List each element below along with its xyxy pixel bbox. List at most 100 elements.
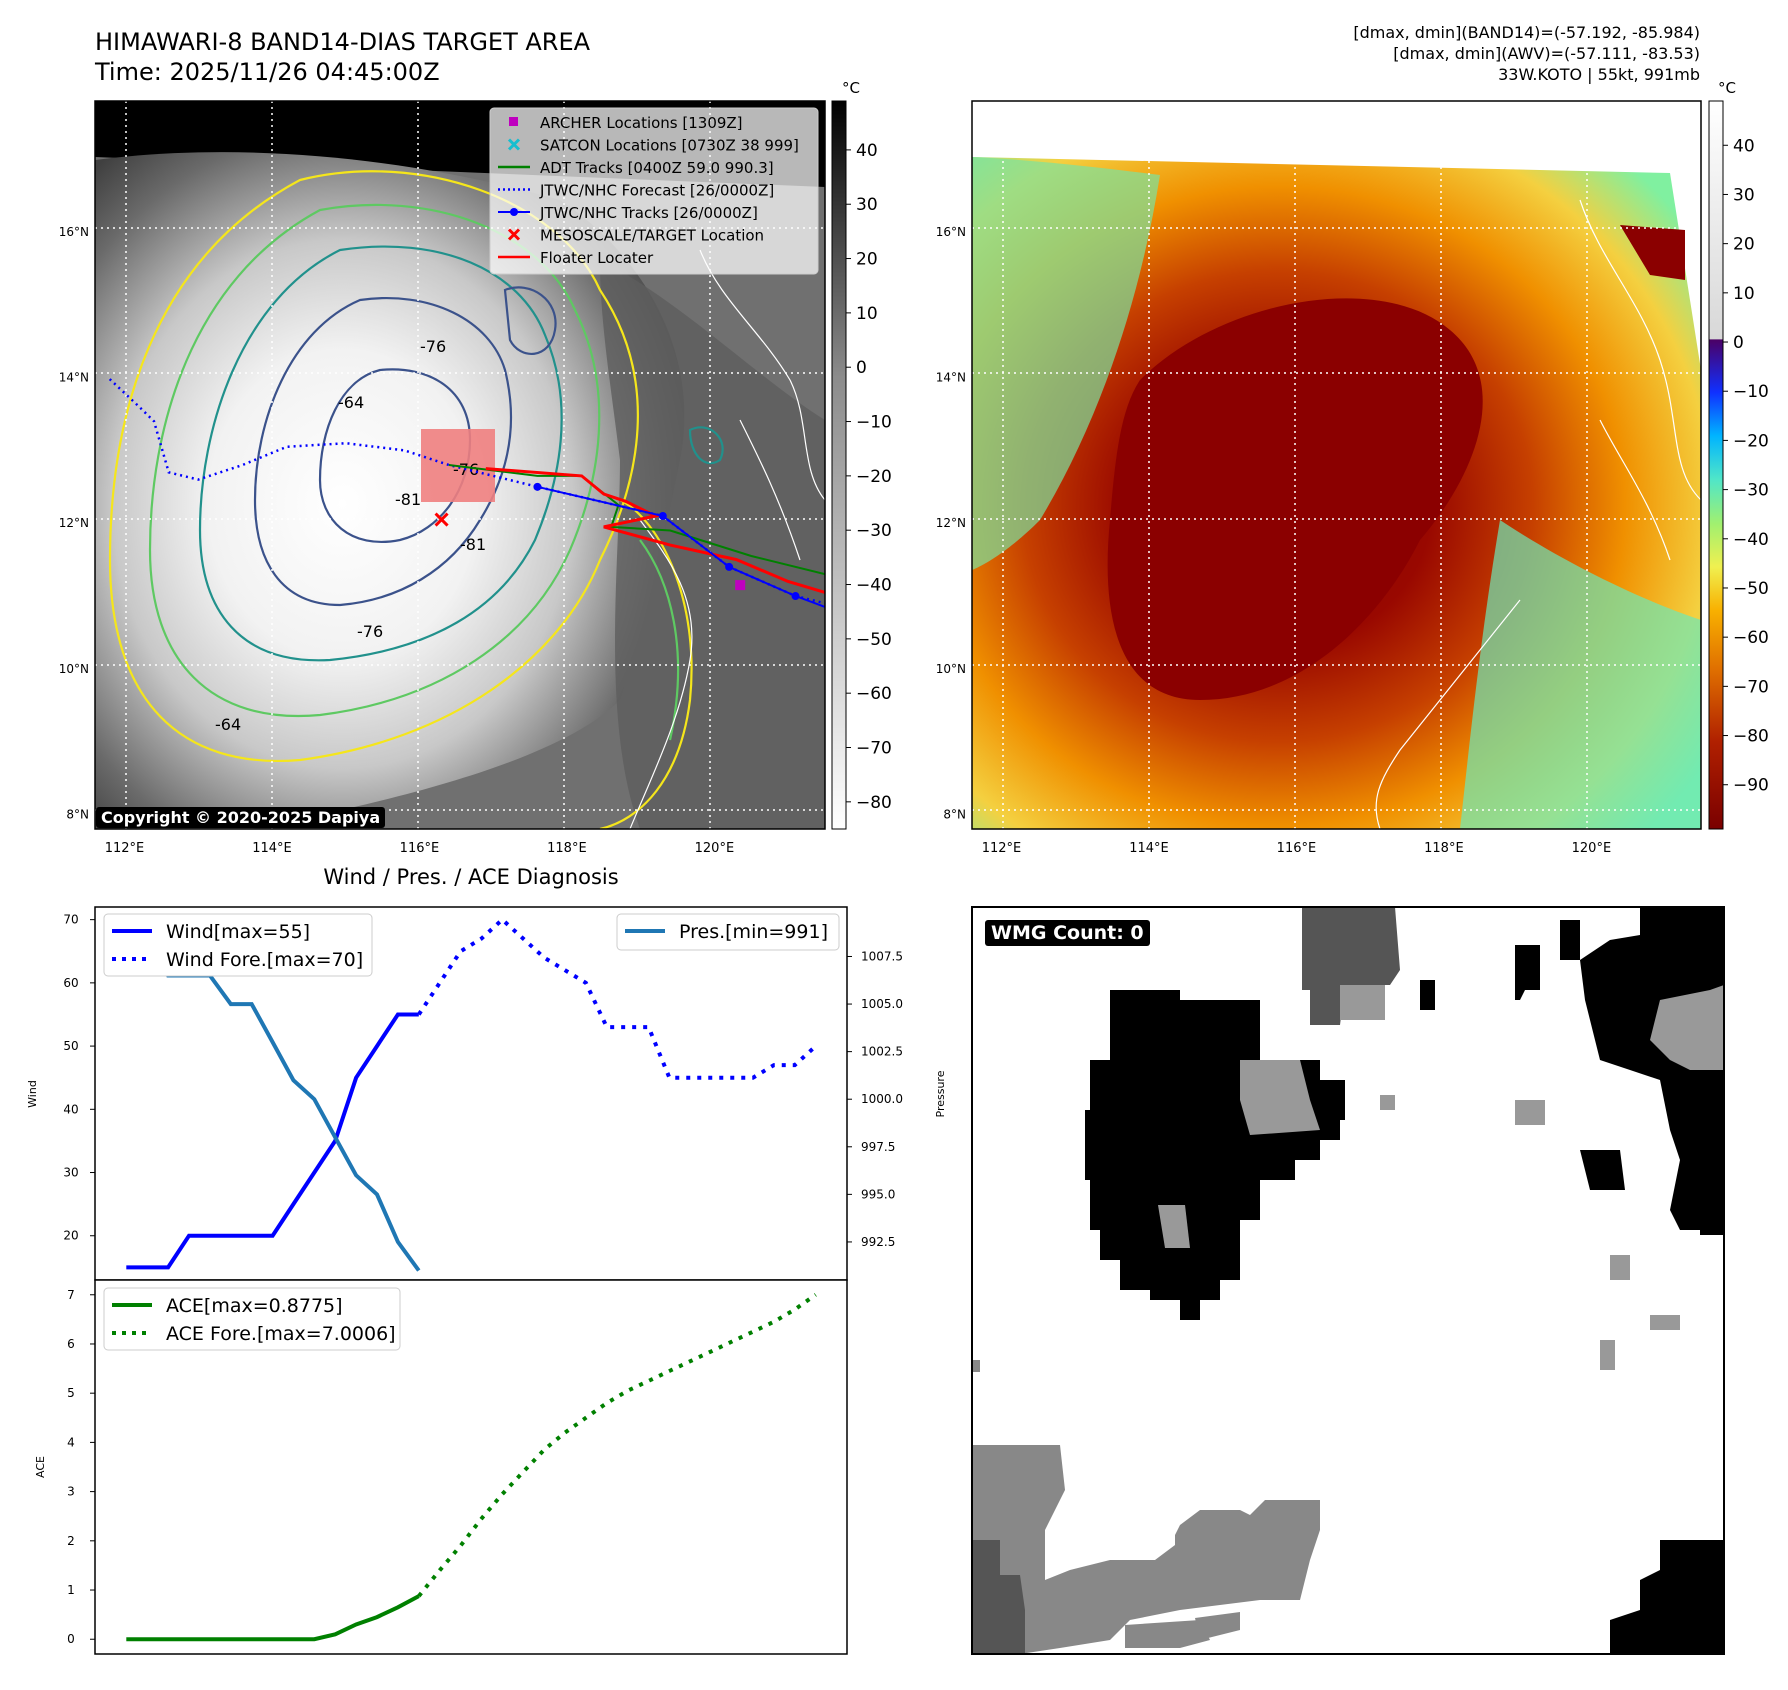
storm-info: 33W.KOTO | 55kt, 991mb xyxy=(1498,65,1700,84)
series-line-wind xyxy=(126,1012,419,1270)
color-colorbar-unit: °C xyxy=(1718,79,1736,97)
wind-axis-label: Wind xyxy=(26,1080,39,1108)
colorbar-tick-label: −40 xyxy=(856,576,892,596)
lat-tick-label: 8°N xyxy=(66,807,89,821)
legend-entry-label: ARCHER Locations [1309Z] xyxy=(540,114,743,132)
figure-time: Time: 2025/11/26 04:45:00Z xyxy=(94,58,440,86)
contour-label: -81 xyxy=(395,490,421,509)
ace-legend: ACE[max=0.8775] ACE Fore.[max=7.0006] xyxy=(103,1287,401,1351)
y2-tick-label: 1002.5 xyxy=(861,1045,903,1059)
colorbar-tick-label: 10 xyxy=(856,304,878,324)
lat-tick-label: 12°N xyxy=(936,516,966,530)
color-coastlines xyxy=(1375,199,1701,829)
colorbar-tick-label: −70 xyxy=(1733,677,1769,697)
colorbar-tick-label: 40 xyxy=(856,141,878,161)
contour-label: -64 xyxy=(338,393,364,412)
colorbar-tick-label: −60 xyxy=(856,684,892,704)
contour-label: -81 xyxy=(460,535,486,554)
legend-label-pressure: Pres.[min=991] xyxy=(679,921,828,943)
legend-entry-label: Floater Locater xyxy=(540,249,654,267)
ir-coastlines xyxy=(629,249,825,829)
y-tick-label: 0 xyxy=(67,1632,75,1646)
y-tick-label: 6 xyxy=(67,1337,75,1351)
jtwc-track-point xyxy=(791,592,800,601)
mesoscale-target-location xyxy=(434,512,449,527)
colorbar-tick-label: −30 xyxy=(1733,481,1769,501)
color-gridlines xyxy=(972,101,1701,829)
lon-tick-label: 118°E xyxy=(547,841,587,856)
ir-colorbar-unit: °C xyxy=(842,79,860,97)
lon-tick-label: 120°E xyxy=(1572,841,1612,856)
legend-marker-x xyxy=(507,228,521,241)
colorbar-tick-label: −20 xyxy=(1733,431,1769,451)
lon-tick-label: 114°E xyxy=(252,841,292,856)
wmg-mask-blocks xyxy=(972,907,1724,1654)
colorbar-tick-label: −80 xyxy=(1733,727,1769,747)
y-tick-label: 40 xyxy=(63,1102,78,1116)
legend-entry-label: ADT Tracks [0400Z 59.0 990.3] xyxy=(540,159,774,177)
color-colorbar: °C 40 30 20 10 0 −10 −20 −30 −40 −50 −60 −70 −80 −90 xyxy=(1708,79,1769,830)
colorbar-tick-label: −50 xyxy=(856,630,892,650)
contour-label: -76 xyxy=(420,337,446,356)
copyright-badge: Copyright © 2020-2025 Dapiya xyxy=(96,807,386,828)
color-enhanced-map xyxy=(971,100,1702,830)
figure-title: HIMAWARI-8 BAND14-DIAS TARGET AREA xyxy=(95,28,591,56)
colorbar-tick-label: −50 xyxy=(1733,579,1769,599)
legend-label-wind-forecast: Wind Fore.[max=70] xyxy=(166,949,363,971)
lon-tick-label: 112°E xyxy=(105,841,145,856)
lat-tick-label: 10°N xyxy=(936,662,966,676)
colorbar-tick-label: −20 xyxy=(856,467,892,487)
color-axis-labels: 112°E 114°E 116°E 118°E 120°E 16°N 14°N 12°N 10°… xyxy=(936,225,1611,856)
ir-map-frame xyxy=(94,100,826,830)
colorbar-tick-label: 30 xyxy=(1733,185,1755,205)
legend-marker-x xyxy=(507,138,521,151)
ir-colorbar: °C 40 30 20 10 0 −10 −20 −30 −40 −50 −60 −70 −80 xyxy=(831,79,892,830)
jtwc-track-point xyxy=(725,562,734,571)
colorbar-tick-label: 0 xyxy=(856,358,867,378)
colorbar-tick-label: 10 xyxy=(1733,284,1755,304)
series-line-ace-fore xyxy=(417,1293,817,1598)
legend-label-ace-forecast: ACE Fore.[max=7.0006] xyxy=(166,1323,396,1345)
y-tick-label: 2 xyxy=(67,1534,75,1548)
pressure-axis-label: Pressure xyxy=(934,1070,947,1117)
stats-awv: [dmax, dmin](AWV)=(-57.111, -83.53) xyxy=(1393,44,1700,63)
lat-tick-label: 12°N xyxy=(59,516,89,530)
colorbar-tick-label: −40 xyxy=(1733,530,1769,550)
y2-tick-label: 1000.0 xyxy=(861,1092,903,1106)
wmg-panel xyxy=(971,906,1725,1655)
colorbar-tick-label: −80 xyxy=(856,793,892,813)
legend-entry-label: JTWC/NHC Forecast [26/0000Z] xyxy=(539,182,774,200)
map-legend: ARCHER Locations [1309Z] SATCON Locations… xyxy=(489,107,819,275)
lat-tick-label: 14°N xyxy=(936,371,966,385)
ir-storm-tracks xyxy=(108,378,825,608)
ace-chart: ACE 0 1 2 3 4 5 6 7 ACE[max=0.8775] ACE Fore.[m… xyxy=(34,1279,848,1655)
lon-tick-label: 120°E xyxy=(695,841,735,856)
legend-entry-label: JTWC/NHC Tracks [26/0000Z] xyxy=(539,204,758,222)
colorbar-tick-label: −30 xyxy=(856,521,892,541)
lat-tick-label: 16°N xyxy=(59,225,89,239)
legend-marker-archer xyxy=(509,117,518,126)
lon-tick-label: 116°E xyxy=(1277,841,1317,856)
colorbar-tick-label: 20 xyxy=(1733,235,1755,255)
pressure-legend: Pres.[min=991] xyxy=(616,913,840,951)
diagnosis-title: Wind / Pres. / ACE Diagnosis xyxy=(323,865,618,889)
y-tick-label: 50 xyxy=(63,1039,78,1053)
colorbar-tick-label: −70 xyxy=(856,739,892,759)
stats-band14: [dmax, dmin](BAND14)=(-57.192, -85.984) xyxy=(1353,23,1700,42)
lat-tick-label: 14°N xyxy=(59,371,89,385)
legend-label-ace: ACE[max=0.8775] xyxy=(166,1295,343,1317)
colorbar-tick-label: 40 xyxy=(1733,136,1755,156)
y-tick-label: 60 xyxy=(63,976,78,990)
lat-tick-label: 16°N xyxy=(936,225,966,239)
wind-pressure-chart: Wind / Pres. / ACE Diagnosis Wind Pressu… xyxy=(26,865,947,1281)
y-tick-label: 70 xyxy=(63,913,78,927)
y-tick-label: 30 xyxy=(63,1166,78,1180)
y-tick-label: 20 xyxy=(63,1229,78,1243)
colorbar-tick-label: −10 xyxy=(1733,382,1769,402)
y-tick-label: 7 xyxy=(67,1288,75,1302)
wind-legend: Wind[max=55] Wind Fore.[max=70] xyxy=(103,913,373,977)
lon-tick-label: 116°E xyxy=(400,841,440,856)
jtwc-track-point xyxy=(533,482,542,491)
y2-tick-label: 1005.0 xyxy=(861,997,903,1011)
legend-label-wind: Wind[max=55] xyxy=(166,921,310,943)
